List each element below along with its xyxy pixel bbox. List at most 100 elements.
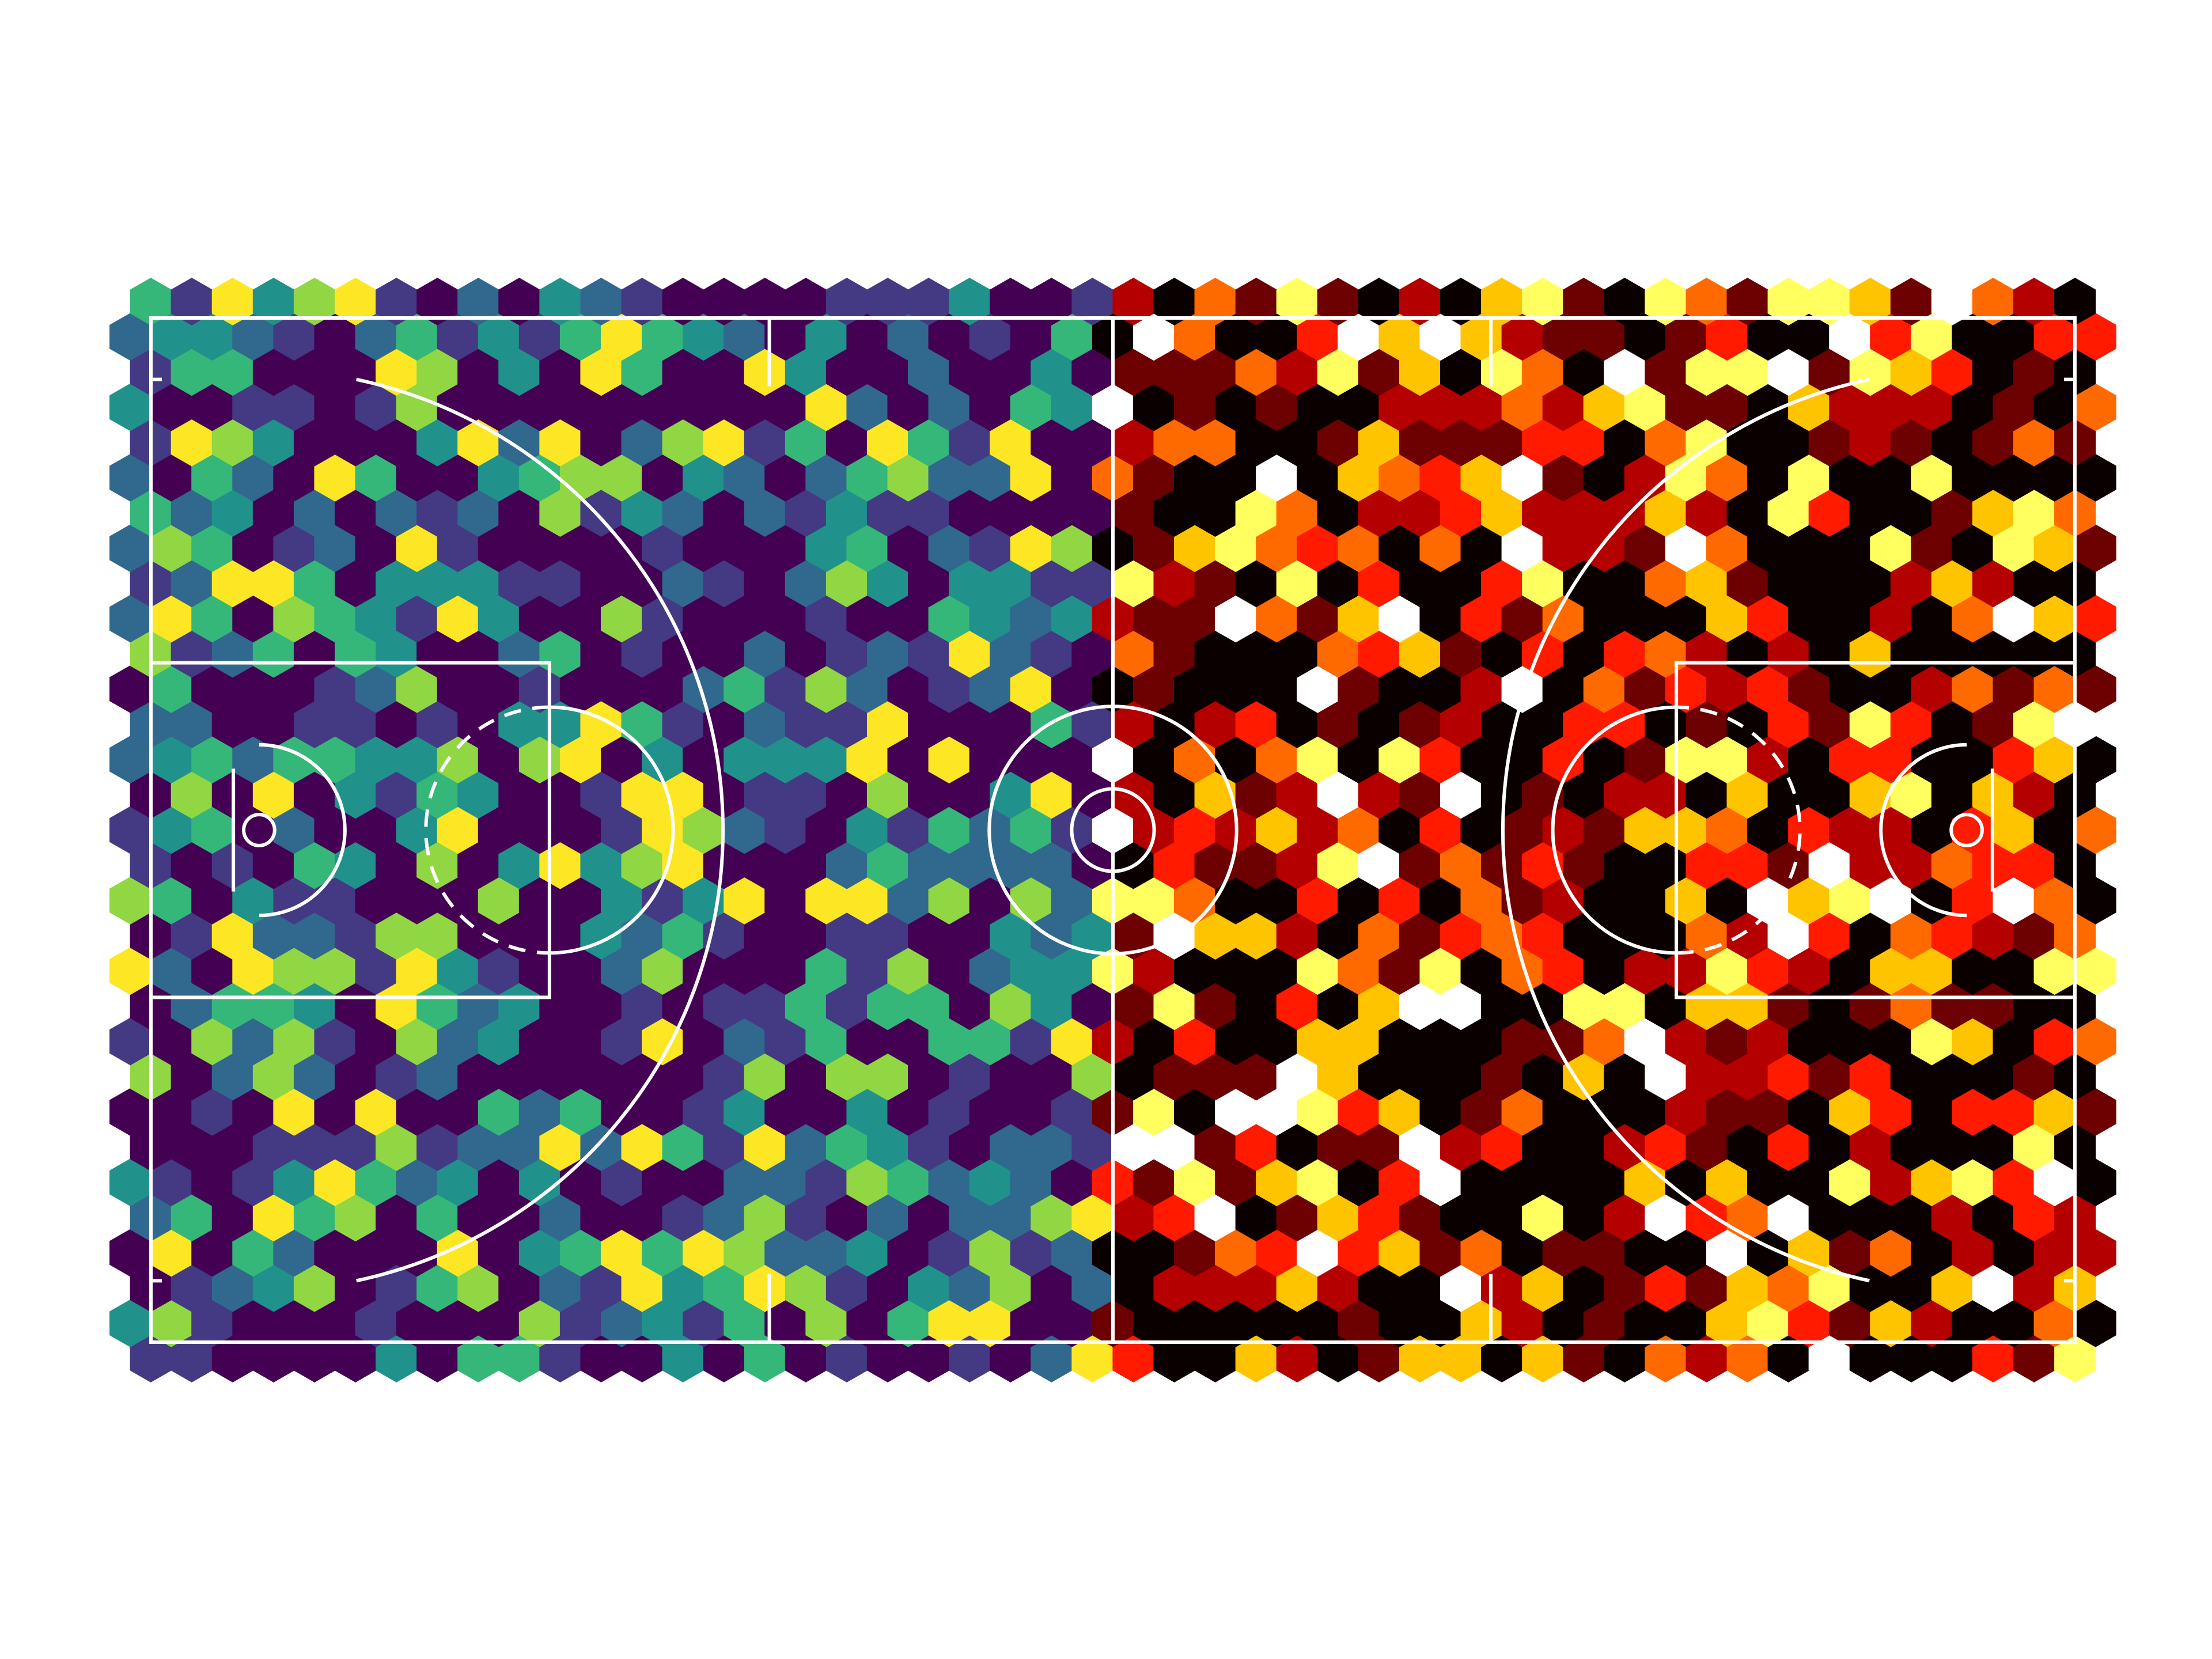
hexbin-cell	[1399, 348, 1441, 396]
hexbin-cell	[1358, 982, 1400, 1031]
hexbin-cell	[1522, 559, 1564, 608]
hexbin-cell	[662, 278, 704, 325]
hexbin-cell	[314, 1299, 356, 1347]
hexbin-cell	[600, 453, 643, 502]
hexbin-cell	[1788, 665, 1830, 713]
hexbin-cell	[2074, 524, 2116, 573]
hexbin-cell	[1338, 524, 1380, 573]
hexbin-cell	[150, 1088, 192, 1136]
hexbin-cell	[1132, 876, 1175, 925]
hexbin-cell	[1931, 1194, 1974, 1242]
hexbin-cell	[334, 771, 377, 819]
hexbin-cell	[1685, 982, 1728, 1031]
hexbin-cell	[969, 1158, 1011, 1207]
hexbin-cell	[1378, 1017, 1421, 1066]
hexbin-cell	[990, 489, 1032, 537]
hexbin-cell	[1338, 453, 1380, 502]
hexbin-cell	[314, 453, 356, 502]
hexbin-cell	[518, 1299, 561, 1347]
hexbin-cell	[1829, 594, 1871, 643]
hexbin-cell	[1583, 1017, 1626, 1066]
hexbin-cell	[969, 1229, 1011, 1277]
hexbin-cell	[785, 278, 827, 325]
hexbin-cell	[1767, 1264, 1809, 1312]
hexbin-cell	[600, 947, 643, 995]
hexbin-cell	[846, 383, 888, 431]
hexbin-cell	[1993, 524, 2035, 573]
hexbin-cell	[949, 1335, 991, 1382]
hexbin-cell	[293, 982, 336, 1031]
hexbin-cell	[1931, 1335, 1974, 1382]
hexbin-cell	[232, 453, 274, 502]
hexbin-cell	[252, 559, 295, 608]
hexbin-cell	[355, 1017, 397, 1066]
hexbin-cell	[2074, 313, 2116, 361]
hexbin-cell	[1563, 1123, 1605, 1171]
hexbin-cell	[457, 278, 499, 325]
hexbin-cell	[211, 1264, 254, 1312]
hexbin-cell	[1297, 1229, 1339, 1277]
hexbin-cell	[1358, 418, 1400, 467]
hexbin-cell	[1972, 559, 2014, 608]
hexbin-cell	[109, 313, 151, 361]
hexbin-cell	[171, 982, 213, 1031]
hexbin-cell	[1215, 1229, 1257, 1277]
hexbin-cell	[1890, 630, 1933, 678]
hexbin-cell	[580, 489, 622, 537]
hexbin-cell	[1870, 1299, 1912, 1347]
hexbin-cell	[1460, 947, 1502, 995]
hexbin-cell	[539, 1052, 581, 1101]
hexbin-cell	[1256, 1017, 1298, 1066]
hexbin-cell	[1358, 630, 1400, 678]
hexbin-cell	[990, 1335, 1032, 1382]
rim	[242, 813, 276, 847]
hexbin-cell	[1276, 418, 1318, 467]
hexbin-cell	[171, 841, 213, 889]
hexbin-cell	[1767, 1052, 1809, 1101]
hexbin-cell	[600, 665, 643, 713]
hexbin-cell	[662, 489, 704, 537]
hexbin-cell	[1440, 771, 1482, 819]
hexbin-cell	[1419, 1088, 1461, 1136]
hexbin-cell	[1031, 630, 1073, 678]
hexbin-cell	[764, 806, 806, 854]
hexbin-cell	[1132, 665, 1175, 713]
hexbin-cell	[1256, 947, 1298, 995]
hexbin-cell	[1747, 947, 1789, 995]
hexbin-cell	[1031, 1194, 1073, 1242]
hexbin-cell	[1419, 383, 1461, 431]
hexbin-cell	[1051, 313, 1093, 361]
hexbin-cell	[416, 630, 459, 678]
hexbin-cell	[1931, 1052, 1974, 1101]
hexbin-cell	[866, 1264, 909, 1312]
hexbin-cell	[1624, 1017, 1666, 1066]
hexbin-cell	[1235, 700, 1277, 748]
hexbin-cell	[1604, 1052, 1646, 1101]
hexbin-cell	[1419, 594, 1461, 643]
hexbin-cell	[1071, 489, 1113, 537]
hexbin-cell	[1726, 771, 1768, 819]
hexbin-cell	[171, 348, 213, 396]
hexbin-cell	[293, 841, 336, 889]
hexbin-cell	[1808, 841, 1850, 889]
hexbin-cell	[1419, 736, 1461, 784]
hexbin-cell	[825, 841, 868, 889]
hexbin-cell	[928, 1017, 970, 1066]
hexbin-cell	[150, 806, 192, 854]
hexbin-cell	[314, 876, 356, 925]
hexbin-cell	[1829, 1229, 1871, 1277]
hexbin-cell	[1174, 1229, 1216, 1277]
hexbin-cell	[1174, 947, 1216, 995]
hexbin-cell	[866, 630, 909, 678]
hexbin-cell	[211, 700, 254, 748]
hexbin-cell	[559, 1229, 602, 1277]
hexbin-cell	[355, 313, 397, 361]
hexbin-cell	[580, 841, 622, 889]
hexbin-cell	[1890, 1052, 1933, 1101]
hexbin-cell	[1481, 982, 1523, 1031]
key-area	[1675, 661, 2077, 999]
hexbin-cell	[437, 806, 479, 854]
hexbin-cell	[1870, 1229, 1912, 1277]
hexbin-cell	[1010, 1158, 1052, 1207]
hexbin-cell	[478, 947, 520, 995]
